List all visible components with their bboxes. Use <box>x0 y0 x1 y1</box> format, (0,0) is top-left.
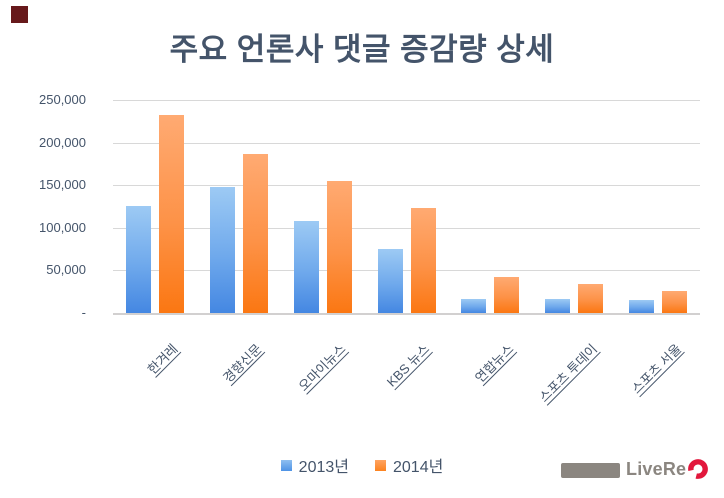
y-axis-tick-label: 200,000 <box>39 134 86 150</box>
x-category-label: KBS 뉴스 <box>383 341 433 390</box>
legend-label: 2013년 <box>298 459 349 476</box>
x-category-label: 한겨레 <box>144 341 181 378</box>
y-axis-tick-label: 50,000 <box>46 262 86 278</box>
bar-series1-cat0 <box>158 114 184 313</box>
bar-series0-cat4 <box>461 298 487 313</box>
bar-series1-cat5 <box>578 284 604 313</box>
y-axis-tick-label: 100,000 <box>39 219 86 235</box>
bar-series1-cat2 <box>326 180 352 313</box>
gridline <box>113 227 700 229</box>
gridline <box>113 142 700 144</box>
gridline <box>113 270 700 272</box>
redacted-logo-box <box>561 463 620 478</box>
x-category-label: 스포츠 서울 <box>628 341 684 397</box>
x-axis-line <box>113 313 700 315</box>
y-axis-tick-label: 250,000 <box>39 92 86 107</box>
bar-series1-cat3 <box>410 208 436 313</box>
bar-series1-cat1 <box>242 153 268 313</box>
x-category-label: 오마이뉴스 <box>295 341 349 395</box>
chart-title: 주요 언론사 댓글 증감량 상세 <box>169 32 555 67</box>
y-axis-tick-label: - <box>81 305 86 320</box>
bar-series0-cat6 <box>629 299 655 313</box>
bar-series0-cat0 <box>125 205 151 313</box>
bar-series0-cat5 <box>545 298 571 313</box>
gridline <box>113 100 700 101</box>
legend-item: 2013년 <box>280 453 349 477</box>
x-category-label: 경향신문 <box>220 341 265 386</box>
legend-item: 2014년 <box>375 453 443 477</box>
legend-swatch <box>375 459 386 471</box>
dark-red-square <box>11 6 28 23</box>
livere-branding: LiveRe <box>560 455 720 485</box>
legend: 2013년 2014년 <box>0 454 724 476</box>
bar-series0-cat2 <box>293 221 319 313</box>
x-category-label: 연합뉴스 <box>471 341 517 386</box>
bar-series0-cat3 <box>377 249 403 313</box>
legend-label: 2014년 <box>393 459 444 476</box>
gridline <box>113 185 700 187</box>
y-axis-tick-label: 150,000 <box>39 177 86 193</box>
x-category-label: 스포츠 투데이 <box>536 341 600 406</box>
bar-series0-cat1 <box>209 186 235 313</box>
bar-series1-cat4 <box>494 277 520 313</box>
bar-series1-cat6 <box>662 290 688 313</box>
legend-swatch <box>280 459 292 471</box>
livere-logo-icon <box>688 459 708 479</box>
livere-logo-text: LiveRe <box>626 459 687 479</box>
